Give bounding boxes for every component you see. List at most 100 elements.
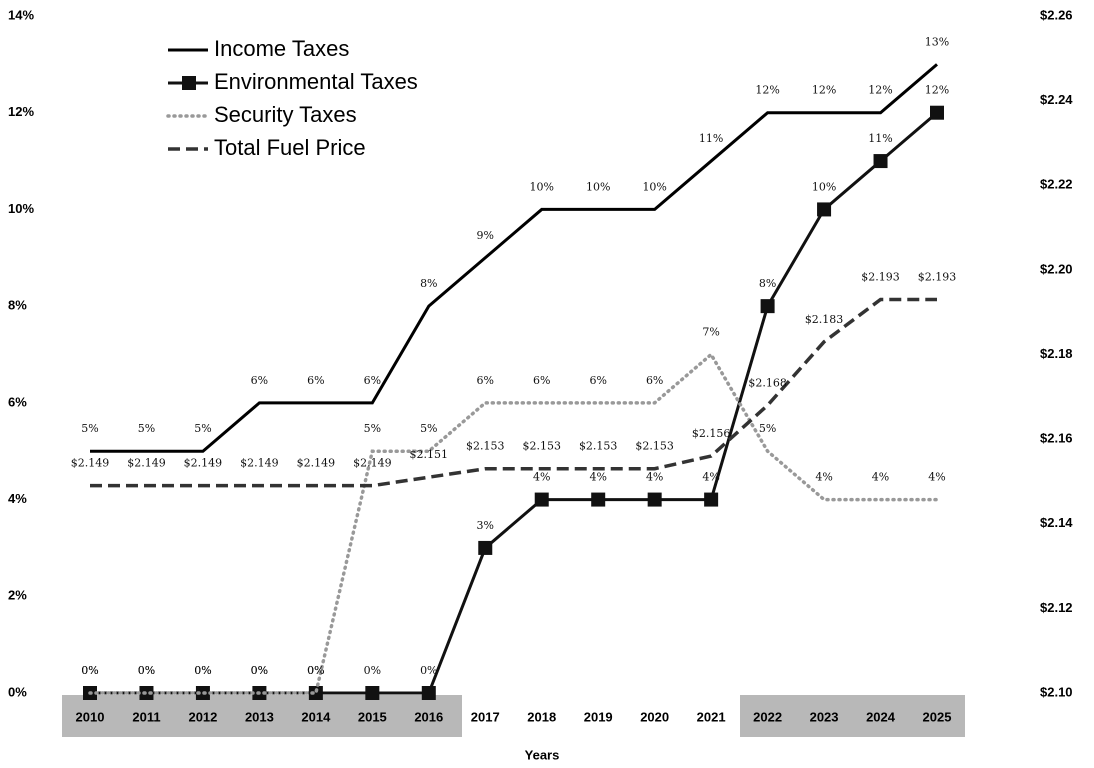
legend-label: Income Taxes <box>214 36 349 61</box>
data-label: 11% <box>868 132 892 145</box>
data-label: 10% <box>812 180 836 193</box>
data-label: 0% <box>194 664 211 677</box>
data-label: 4% <box>533 471 550 484</box>
point-marker <box>873 154 888 169</box>
data-label: $2.149 <box>297 457 336 470</box>
legend-label: Total Fuel Price <box>214 135 366 160</box>
x-tick-label: 2023 <box>810 709 839 724</box>
data-label: 0% <box>364 664 381 677</box>
data-label: 4% <box>815 471 832 484</box>
data-label: $2.149 <box>240 457 279 470</box>
data-label: 12% <box>868 84 892 97</box>
data-label: $2.149 <box>353 457 392 470</box>
data-label: 6% <box>477 374 494 387</box>
series-line <box>90 111 938 695</box>
data-label: 6% <box>307 374 324 387</box>
data-label: $2.183 <box>805 313 844 326</box>
x-tick-label: 2018 <box>527 709 556 724</box>
data-label: 12% <box>812 84 836 97</box>
data-label: 6% <box>589 374 606 387</box>
series-line <box>90 297 937 488</box>
data-label: 4% <box>928 471 945 484</box>
x-tick-label: 2016 <box>414 709 443 724</box>
y-tick-label: 0% <box>8 684 27 699</box>
data-label: $2.153 <box>466 440 505 453</box>
x-tick-label: 2024 <box>866 709 896 724</box>
point-marker <box>421 686 436 700</box>
data-label: 5% <box>138 422 155 435</box>
point-marker <box>591 492 606 507</box>
point-marker <box>930 105 944 120</box>
data-label: 8% <box>759 277 776 290</box>
x-tick-label: 2015 <box>358 709 387 724</box>
data-label: 0% <box>251 664 268 677</box>
data-label: $2.168 <box>748 376 787 389</box>
data-label: $2.153 <box>522 440 561 453</box>
category-band-shade <box>740 695 965 737</box>
data-label: 6% <box>646 374 663 387</box>
data-label: $2.149 <box>127 457 166 470</box>
y-tick-label: 12% <box>8 104 34 119</box>
data-label: 5% <box>364 422 381 435</box>
data-label: $2.156 <box>692 427 731 440</box>
y2-tick-label: $2.22 <box>1040 177 1073 192</box>
data-label: 5% <box>81 422 98 435</box>
y2-tick-label: $2.12 <box>1040 600 1073 615</box>
y2-tick-label: $2.24 <box>1040 92 1073 107</box>
x-tick-label: 2022 <box>753 709 782 724</box>
data-label: 11% <box>699 132 723 145</box>
data-label: 10% <box>586 180 610 193</box>
y2-tick-label: $2.14 <box>1040 515 1073 530</box>
data-label: $2.193 <box>861 270 900 283</box>
series-line <box>90 63 938 453</box>
data-label: 10% <box>530 180 554 193</box>
point-marker <box>308 686 323 700</box>
data-label: 6% <box>364 374 381 387</box>
data-label: 8% <box>420 277 437 290</box>
data-label: 5% <box>194 422 211 435</box>
data-label: 4% <box>702 471 719 484</box>
data-label: 4% <box>872 471 889 484</box>
y2-tick-label: $2.16 <box>1040 431 1073 446</box>
point-marker <box>704 492 719 507</box>
point-marker <box>478 540 493 555</box>
x-axis-title: Years <box>525 747 560 762</box>
point-marker <box>534 492 549 507</box>
x-tick-label: 2010 <box>76 709 105 724</box>
data-label: 4% <box>589 471 606 484</box>
data-label: 6% <box>533 374 550 387</box>
data-label: 0% <box>138 664 155 677</box>
y-tick-label: 10% <box>8 201 34 216</box>
data-label: 12% <box>925 84 949 97</box>
point-marker <box>365 686 380 700</box>
legend-marker <box>182 76 196 90</box>
data-label: $2.151 <box>410 448 449 461</box>
legend-label: Security Taxes <box>214 102 357 127</box>
data-label: 0% <box>194 664 211 677</box>
series-line <box>88 351 939 695</box>
data-label: 3% <box>477 519 494 532</box>
y2-tick-label: $2.20 <box>1040 261 1073 276</box>
data-label: 12% <box>755 84 779 97</box>
data-label: $2.149 <box>184 457 223 470</box>
x-tick-label: 2012 <box>188 709 217 724</box>
data-label: 0% <box>138 664 155 677</box>
category-band-shade <box>62 695 462 737</box>
point-marker <box>647 492 662 507</box>
x-tick-label: 2011 <box>132 709 160 724</box>
data-label: $2.153 <box>579 440 618 453</box>
data-label: 0% <box>420 664 437 677</box>
x-tick-label: 2020 <box>640 709 669 724</box>
data-label: 4% <box>646 471 663 484</box>
x-tick-label: 2025 <box>923 709 952 724</box>
data-label: 5% <box>759 422 776 435</box>
data-label: $2.153 <box>635 440 674 453</box>
y-tick-label: 6% <box>8 394 27 409</box>
data-label: 0% <box>81 664 98 677</box>
point-marker <box>817 202 832 217</box>
y-tick-label: 2% <box>8 588 27 603</box>
data-label: 6% <box>251 374 268 387</box>
x-tick-label: 2019 <box>584 709 613 724</box>
data-label: 7% <box>702 326 719 339</box>
data-label: 5% <box>420 422 437 435</box>
